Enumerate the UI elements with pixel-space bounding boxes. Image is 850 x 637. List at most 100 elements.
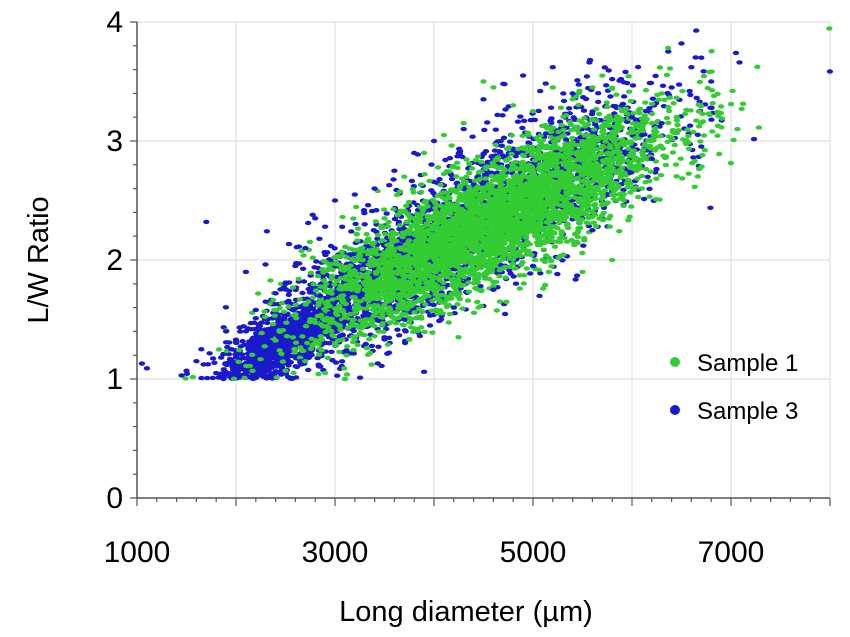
point bbox=[366, 303, 373, 308]
point bbox=[305, 299, 312, 304]
point bbox=[255, 366, 262, 371]
point bbox=[288, 329, 295, 334]
point bbox=[298, 362, 305, 367]
point bbox=[293, 245, 300, 250]
point bbox=[531, 117, 539, 123]
point bbox=[708, 69, 715, 74]
point bbox=[268, 347, 275, 353]
point bbox=[574, 234, 582, 240]
point bbox=[353, 204, 360, 210]
point bbox=[316, 346, 323, 351]
point bbox=[506, 139, 514, 144]
point bbox=[603, 83, 610, 88]
point bbox=[646, 106, 653, 111]
point bbox=[665, 120, 672, 126]
point bbox=[536, 293, 543, 299]
point bbox=[649, 96, 657, 101]
point bbox=[315, 329, 322, 334]
point bbox=[662, 162, 670, 168]
point bbox=[299, 290, 306, 296]
point bbox=[455, 150, 463, 156]
point bbox=[241, 371, 248, 377]
point bbox=[736, 60, 743, 65]
point bbox=[268, 365, 275, 370]
point bbox=[329, 297, 336, 302]
point bbox=[395, 296, 402, 301]
point bbox=[329, 358, 336, 363]
point bbox=[477, 284, 484, 289]
point bbox=[220, 351, 227, 357]
point bbox=[264, 320, 271, 326]
point bbox=[370, 228, 377, 233]
point bbox=[301, 307, 309, 312]
point bbox=[579, 250, 586, 256]
point bbox=[299, 266, 307, 271]
point bbox=[514, 119, 522, 124]
point bbox=[391, 216, 399, 222]
point bbox=[600, 210, 607, 215]
point bbox=[492, 142, 499, 148]
point bbox=[326, 341, 333, 346]
point bbox=[339, 333, 346, 338]
point bbox=[707, 205, 714, 210]
point bbox=[700, 69, 707, 74]
point bbox=[436, 177, 443, 182]
point bbox=[625, 74, 632, 79]
point bbox=[523, 235, 530, 240]
point bbox=[605, 68, 612, 73]
point bbox=[204, 375, 211, 381]
point bbox=[368, 256, 376, 261]
point bbox=[425, 208, 432, 213]
point bbox=[573, 273, 581, 278]
point bbox=[517, 114, 524, 119]
point bbox=[250, 357, 258, 362]
point bbox=[248, 373, 256, 379]
point bbox=[588, 112, 596, 117]
point bbox=[300, 348, 307, 353]
point bbox=[373, 208, 380, 213]
point bbox=[448, 176, 456, 182]
point bbox=[209, 356, 217, 361]
point bbox=[327, 243, 335, 249]
point bbox=[590, 220, 597, 225]
point bbox=[255, 341, 262, 347]
point bbox=[287, 360, 294, 365]
point bbox=[620, 203, 627, 209]
point bbox=[387, 320, 394, 325]
point bbox=[239, 339, 246, 344]
point bbox=[237, 329, 244, 334]
point bbox=[414, 328, 421, 334]
point bbox=[403, 203, 410, 208]
point bbox=[484, 120, 491, 125]
point bbox=[375, 344, 382, 349]
point bbox=[271, 302, 278, 307]
point bbox=[384, 351, 391, 356]
point bbox=[364, 203, 372, 208]
point bbox=[623, 111, 631, 116]
point bbox=[622, 69, 629, 75]
point bbox=[653, 166, 660, 172]
point bbox=[306, 239, 314, 245]
point bbox=[374, 361, 381, 366]
point bbox=[311, 332, 319, 337]
point bbox=[309, 255, 316, 260]
point bbox=[255, 324, 263, 329]
point bbox=[292, 364, 299, 369]
point bbox=[249, 310, 256, 315]
point bbox=[442, 157, 449, 163]
point bbox=[369, 307, 377, 312]
point bbox=[475, 305, 482, 310]
point bbox=[646, 186, 653, 192]
point bbox=[254, 347, 261, 352]
point bbox=[430, 302, 437, 308]
point bbox=[350, 351, 357, 356]
point bbox=[277, 323, 285, 328]
point bbox=[223, 362, 230, 368]
point bbox=[580, 108, 588, 113]
point bbox=[416, 333, 424, 339]
point bbox=[314, 273, 322, 279]
point bbox=[422, 302, 429, 307]
point bbox=[375, 329, 382, 334]
point bbox=[328, 349, 335, 354]
point bbox=[666, 95, 673, 100]
